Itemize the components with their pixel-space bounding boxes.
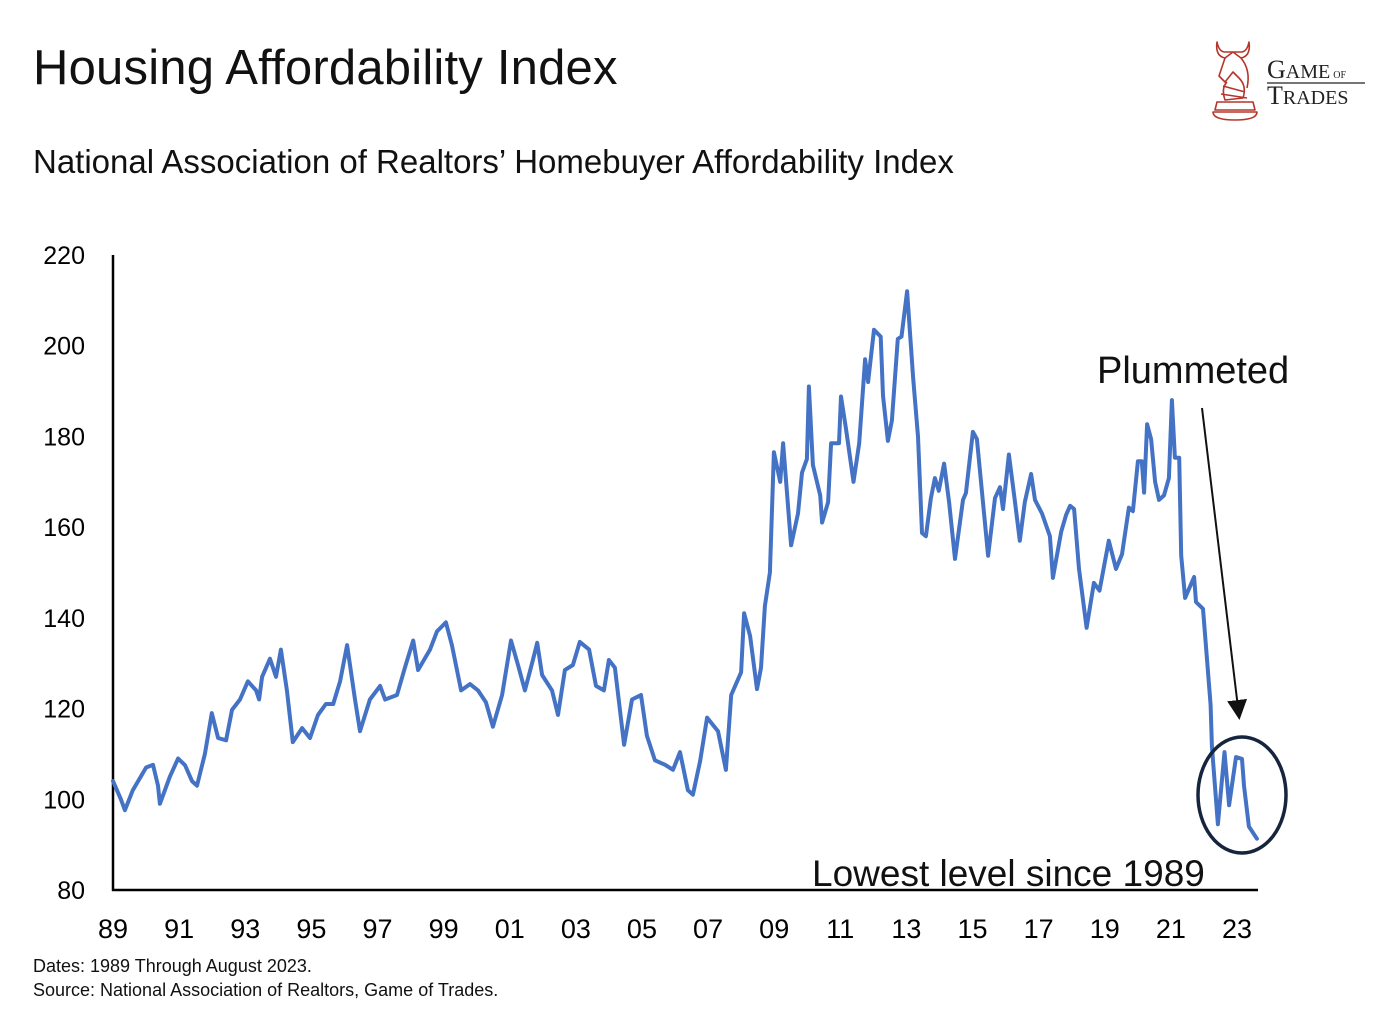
y-tick-label: 80 (57, 877, 85, 905)
x-axis-ticks: 89 91 93 95 97 99 01 03 05 07 09 11 13 15 17 19 21 23 (98, 914, 1252, 944)
x-tick-label: 03 (561, 914, 591, 944)
x-tick-label: 21 (1156, 914, 1186, 944)
y-tick-label: 220 (43, 242, 85, 270)
x-tick-label: 13 (891, 914, 921, 944)
annotation-plummeted: Plummeted (1097, 350, 1289, 392)
x-tick-label: 91 (164, 914, 194, 944)
x-tick-label: 97 (362, 914, 392, 944)
annotation-lowest-level: Lowest level since 1989 (812, 853, 1205, 894)
x-tick-label: 99 (429, 914, 459, 944)
x-tick-label: 05 (627, 914, 657, 944)
x-tick-label: 07 (693, 914, 723, 944)
x-tick-label: 89 (98, 914, 128, 944)
page-subtitle: National Association of Realtors’ Homebu… (33, 143, 954, 180)
y-tick-label: 100 (43, 786, 85, 814)
x-tick-label: 93 (230, 914, 260, 944)
game-of-trades-logo: GAME OF TRADES (1212, 41, 1365, 121)
y-tick-label: 180 (43, 423, 85, 451)
x-tick-label: 11 (826, 914, 854, 944)
y-tick-label: 120 (43, 696, 85, 724)
y-tick-label: 200 (43, 333, 85, 361)
y-tick-label: 140 (43, 605, 85, 633)
footnote-source: Source: National Association of Realtors… (33, 980, 499, 1000)
x-tick-label: 15 (958, 914, 988, 944)
annotation-circle (1196, 735, 1288, 855)
y-tick-label: 160 (43, 514, 85, 542)
page-title: Housing Affordability Index (33, 41, 618, 95)
x-tick-label: 17 (1024, 914, 1054, 944)
footnote-dates: Dates: 1989 Through August 2023. (33, 956, 312, 976)
data-points (112, 291, 1257, 839)
logo-text-game: GAME OF (1267, 55, 1346, 84)
x-tick-label: 19 (1090, 914, 1120, 944)
affordability-index-line (111, 289, 1259, 841)
y-axis-ticks: 80 100 120 140 160 180 200 220 (43, 242, 85, 905)
x-tick-label: 23 (1222, 914, 1252, 944)
x-tick-label: 09 (759, 914, 789, 944)
x-tick-label: 95 (296, 914, 326, 944)
x-tick-label: 01 (495, 914, 525, 944)
annotation-arrow (1201, 407, 1248, 720)
bull-knight-icon (1212, 41, 1258, 121)
